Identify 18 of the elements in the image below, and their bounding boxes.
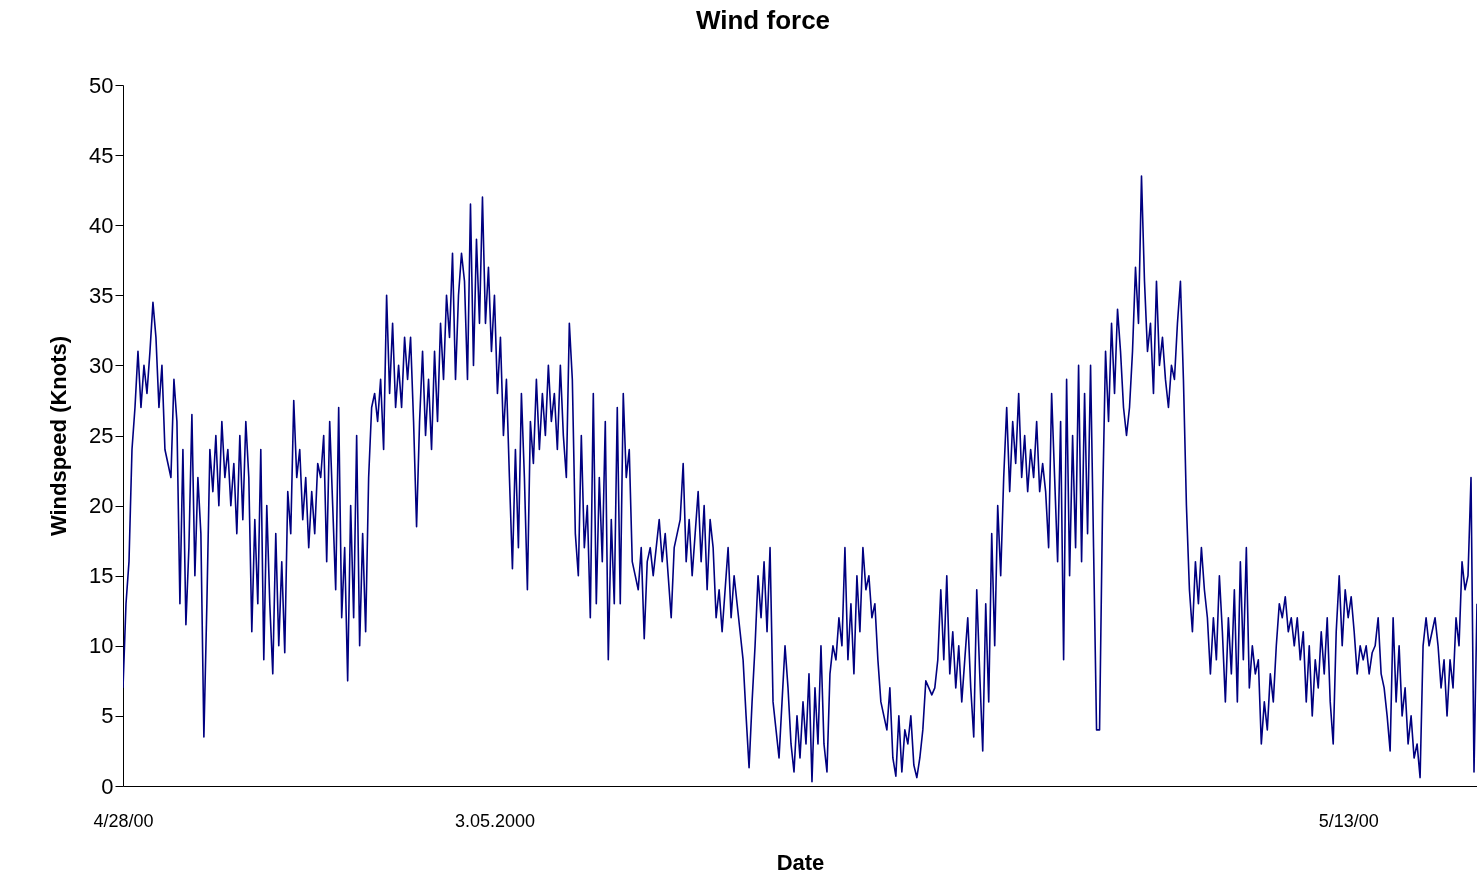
y-tick-label: 5 bbox=[101, 703, 114, 729]
x-axis-title: Date bbox=[776, 849, 825, 875]
y-tick-label: 0 bbox=[101, 773, 114, 799]
y-tick-label: 15 bbox=[89, 563, 114, 589]
chart-title: Wind force bbox=[695, 5, 831, 35]
y-tick-label: 50 bbox=[89, 72, 114, 98]
y-tick-label: 25 bbox=[89, 423, 114, 448]
x-tick-label: 5/13/00 bbox=[1318, 810, 1379, 831]
x-tick-label: 3.05.2000 bbox=[454, 810, 535, 831]
y-tick-label: 20 bbox=[89, 493, 114, 519]
y-tick-label: 45 bbox=[89, 142, 114, 168]
y-tick-label: 40 bbox=[89, 212, 114, 238]
y-axis-title: Windspeed (Knots) bbox=[46, 335, 72, 537]
y-tick-label: 10 bbox=[89, 633, 114, 659]
line-series bbox=[123, 175, 1477, 783]
y-tick-label: 35 bbox=[89, 282, 114, 308]
y-tick-label: 30 bbox=[89, 352, 114, 378]
x-tick-label: 4/28/00 bbox=[93, 810, 154, 831]
